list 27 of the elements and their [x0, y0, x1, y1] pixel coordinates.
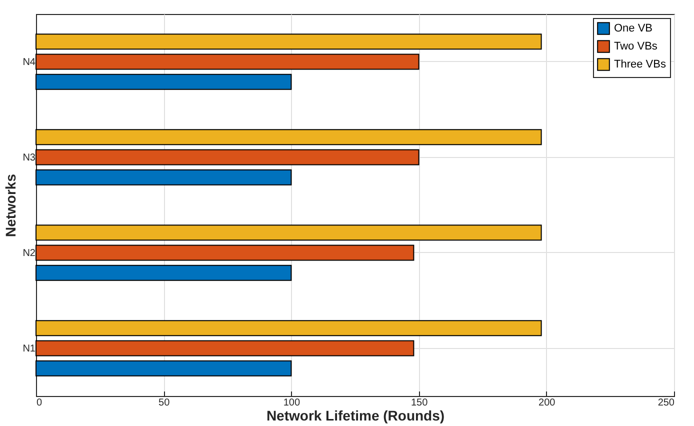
- x-tick-label: 0: [36, 398, 42, 408]
- x-tick-label: 150: [410, 398, 428, 408]
- bar: [36, 74, 292, 90]
- x-tick-label: 100: [283, 398, 300, 408]
- x-axis-title: Network Lifetime (Rounds): [266, 408, 445, 424]
- bar: [36, 54, 420, 70]
- legend-label: Three VBs: [614, 58, 666, 70]
- x-tick-label: 250: [658, 398, 675, 408]
- bar: [36, 264, 292, 281]
- bar: [36, 340, 414, 356]
- y-tick-label: N2: [22, 248, 36, 259]
- y-tick-label: N4: [22, 56, 36, 68]
- bar: [36, 34, 542, 50]
- x-tick-label: 200: [538, 398, 556, 408]
- bar: [36, 244, 414, 261]
- bar: [36, 320, 542, 336]
- y-tick-label: N1: [22, 343, 36, 354]
- bar: [36, 129, 542, 146]
- bar: [36, 224, 542, 241]
- x-tick-label: 50: [158, 398, 170, 408]
- bar: [36, 149, 420, 166]
- legend-label: Two VBs: [614, 40, 658, 52]
- bar: [36, 169, 292, 186]
- legend-label: One VB: [614, 22, 653, 34]
- y-tick-label: N3: [22, 152, 36, 164]
- y-axis-title: Networks: [2, 174, 19, 238]
- bar: [36, 360, 292, 376]
